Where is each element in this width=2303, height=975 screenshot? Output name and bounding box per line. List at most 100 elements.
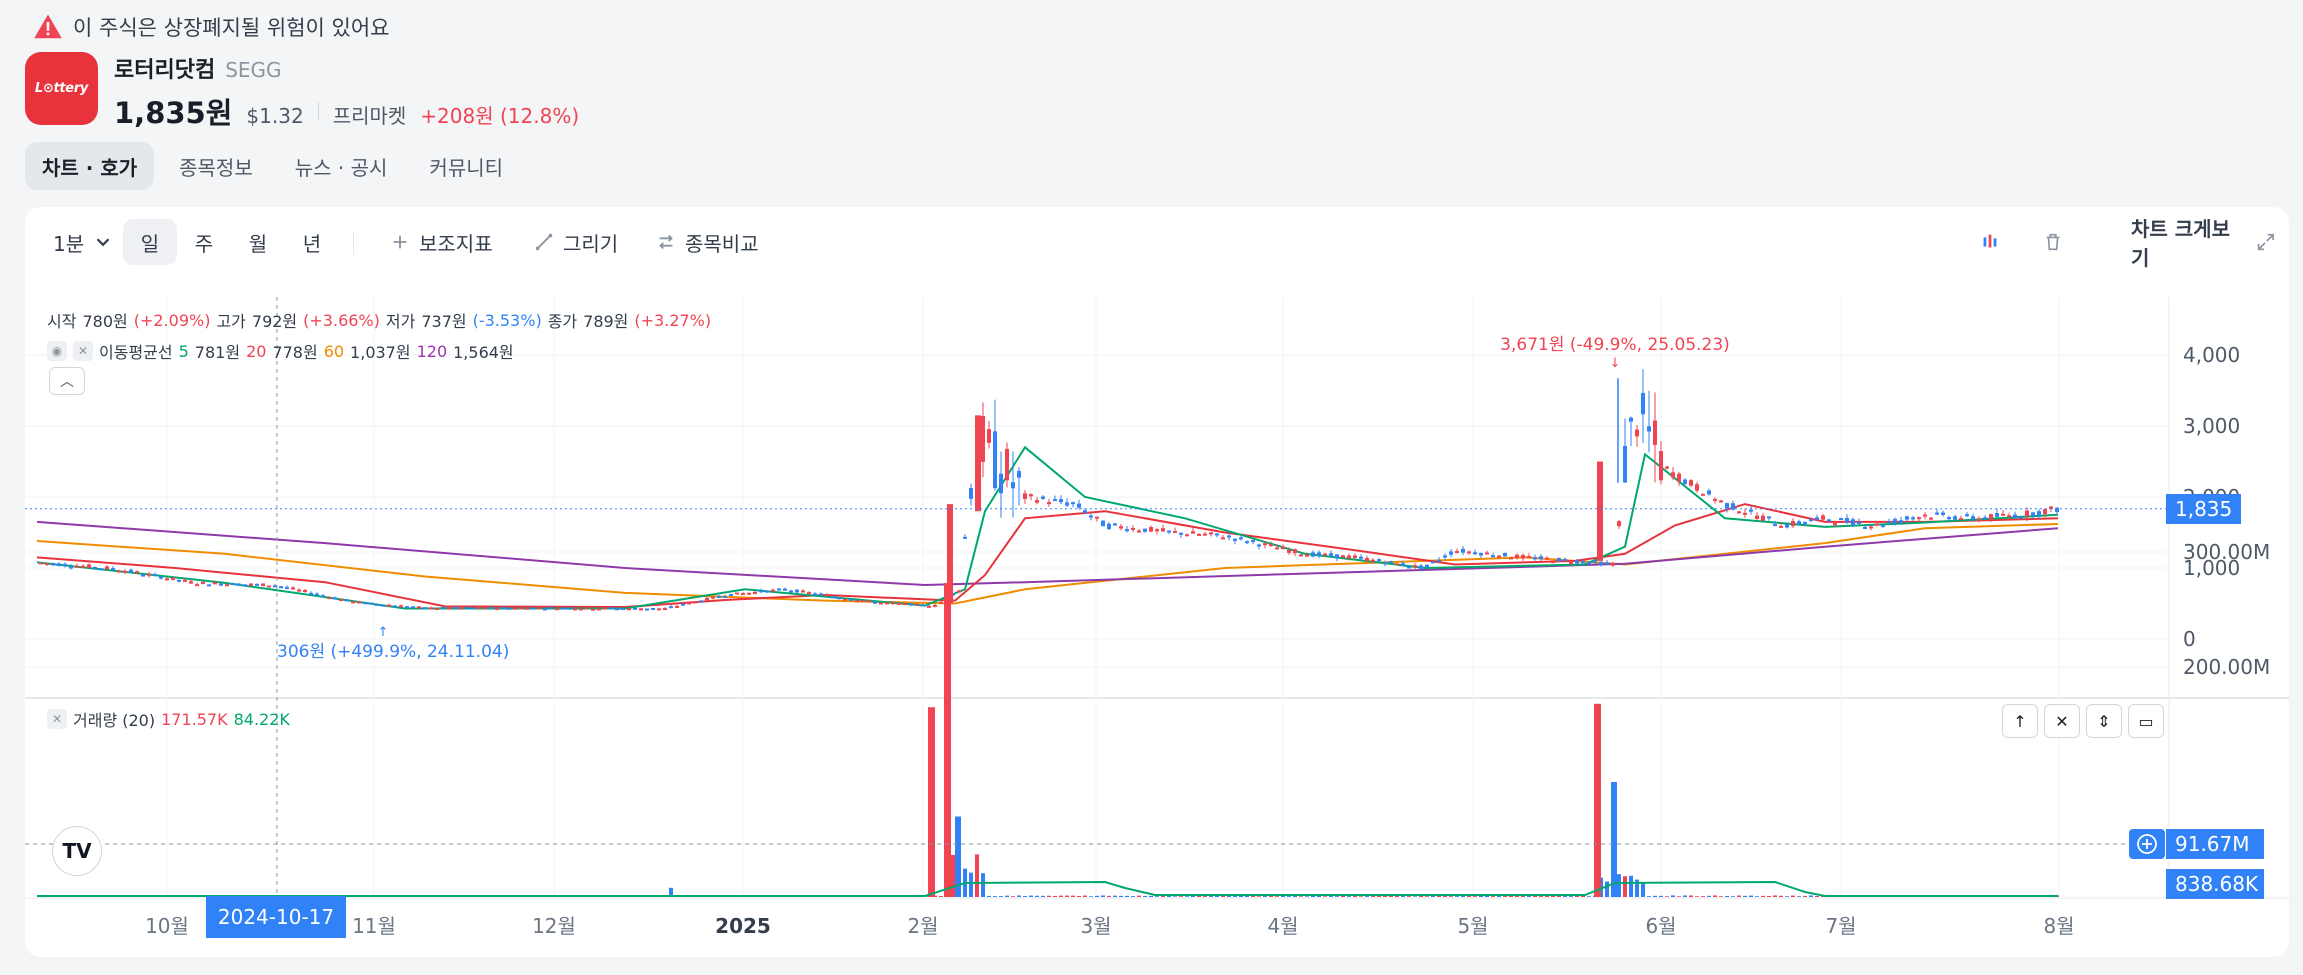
candle-body [1995, 513, 1999, 517]
candle-body [297, 589, 301, 592]
candle-body [729, 593, 733, 596]
chart-type-button[interactable] [1967, 219, 2013, 265]
candle-body [1803, 521, 1807, 524]
ma120-line [36, 520, 2059, 587]
candle-body [1749, 509, 1753, 512]
price-chart[interactable]: 4,0003,0002,0001,0000300.00M200.00M10월11… [25, 207, 2289, 957]
candle-body [879, 602, 883, 605]
maximize-pane-icon[interactable]: ▭ [2128, 704, 2164, 738]
collapse-pane-icon[interactable]: ⇕ [2086, 704, 2122, 738]
period-month[interactable]: 월 [248, 231, 268, 256]
candle-body [1233, 538, 1237, 541]
expand-chart-button[interactable]: 차트 크게보기 [2119, 217, 2289, 270]
ma-label: 이동평균선 [99, 343, 173, 362]
volume-bar [1065, 895, 1069, 897]
candle-body [411, 606, 415, 609]
volume-bar [1131, 896, 1135, 897]
stock-name: 로터리닷컴 [114, 58, 216, 83]
low-label: 저가 [385, 312, 416, 331]
collapse-legend-button[interactable]: ︿ [49, 367, 85, 395]
volume-bar [1017, 895, 1021, 897]
candle-body [1125, 529, 1129, 532]
candle-body [543, 608, 547, 611]
volume-bar [1395, 895, 1399, 897]
candle-body [2007, 515, 2011, 518]
add-alert-button[interactable] [2129, 829, 2165, 859]
period-week[interactable]: 주 [194, 231, 214, 256]
ma20-value: 778원 [272, 343, 318, 362]
candle-body [1281, 546, 1285, 550]
period-day[interactable]: 일 [123, 219, 177, 265]
volume-bar [1695, 896, 1699, 897]
candle-body [105, 566, 109, 570]
high-annotation: 3,671원 (-49.9%, 25.05.23) [1500, 335, 1730, 355]
volume-bar [1581, 895, 1585, 897]
arrow-up-icon[interactable]: ↑ [2002, 704, 2038, 738]
candle-body [2031, 512, 2035, 517]
volume-bar [1071, 895, 1075, 897]
price-axis-label: 1,000 [2183, 556, 2240, 580]
time-axis-label: 3월 [1080, 914, 1111, 938]
candle-body [843, 598, 847, 601]
candle-body [1545, 557, 1549, 560]
candle-body [447, 607, 451, 610]
candle-body [717, 595, 721, 598]
candle-body [1653, 420, 1657, 445]
volume-bar [1311, 895, 1315, 897]
candle-body [891, 602, 895, 605]
price-axis-label: 0 [2183, 627, 2196, 651]
tab-news[interactable]: 뉴스 · 공시 [294, 155, 388, 180]
candle-body [1059, 499, 1063, 503]
indicators-button[interactable]: 보조지표 [377, 219, 505, 265]
candle-body [1629, 417, 1633, 422]
eye-icon[interactable]: ◉ [47, 341, 67, 361]
candle-body [1179, 532, 1183, 535]
tab-stock-info[interactable]: 종목정보 [179, 155, 253, 180]
candle-body [39, 562, 43, 565]
candle-body [1983, 517, 1987, 520]
candle-body [1857, 522, 1861, 525]
candle-body [1209, 532, 1213, 535]
interval-dropdown[interactable]: 1분 [41, 219, 126, 265]
volume-bar [1299, 896, 1303, 897]
volume-bar [1683, 895, 1687, 897]
close-icon[interactable]: ✕ [73, 341, 93, 361]
close-pane-icon[interactable]: ✕ [2044, 704, 2080, 738]
compare-button[interactable]: 종목비교 [643, 219, 771, 265]
volume-bar [1785, 896, 1789, 897]
volume-bar [1479, 895, 1483, 897]
tradingview-logo[interactable]: TV [52, 826, 102, 876]
candle-body [459, 607, 463, 610]
candle-body [1581, 561, 1585, 564]
close-icon[interactable]: ✕ [47, 709, 67, 729]
candle-body [1917, 517, 1921, 520]
candle-body [1597, 461, 1603, 561]
volume-bar [1281, 895, 1285, 897]
volume-bar [1803, 895, 1807, 897]
candle-body [333, 597, 337, 600]
period-year[interactable]: 년 [302, 231, 322, 256]
volume-bar [1329, 895, 1333, 897]
open-label: 시작 [47, 312, 77, 331]
candle-body [357, 601, 361, 604]
candle-body [957, 590, 961, 593]
candle-body [465, 607, 469, 610]
candle-body [1461, 548, 1465, 553]
candle-body [423, 607, 427, 610]
delete-button[interactable] [2030, 219, 2076, 265]
swap-icon [659, 234, 673, 250]
volume-bar [1551, 895, 1555, 897]
candle-body [1725, 503, 1729, 509]
ma60-label: 60 [323, 341, 345, 361]
candle-body [2013, 514, 2017, 518]
tab-chart[interactable]: 차트 · 호가 [25, 142, 155, 190]
volume-bar [1737, 895, 1741, 897]
draw-button[interactable]: 그리기 [521, 219, 630, 265]
volume-bar [1701, 896, 1705, 897]
volume-bar [939, 896, 943, 897]
volume-bar [1263, 895, 1267, 897]
candle-body [1437, 559, 1441, 562]
tab-community[interactable]: 커뮤니티 [429, 155, 504, 180]
candle-body [825, 594, 829, 597]
candle-body [1431, 561, 1435, 564]
